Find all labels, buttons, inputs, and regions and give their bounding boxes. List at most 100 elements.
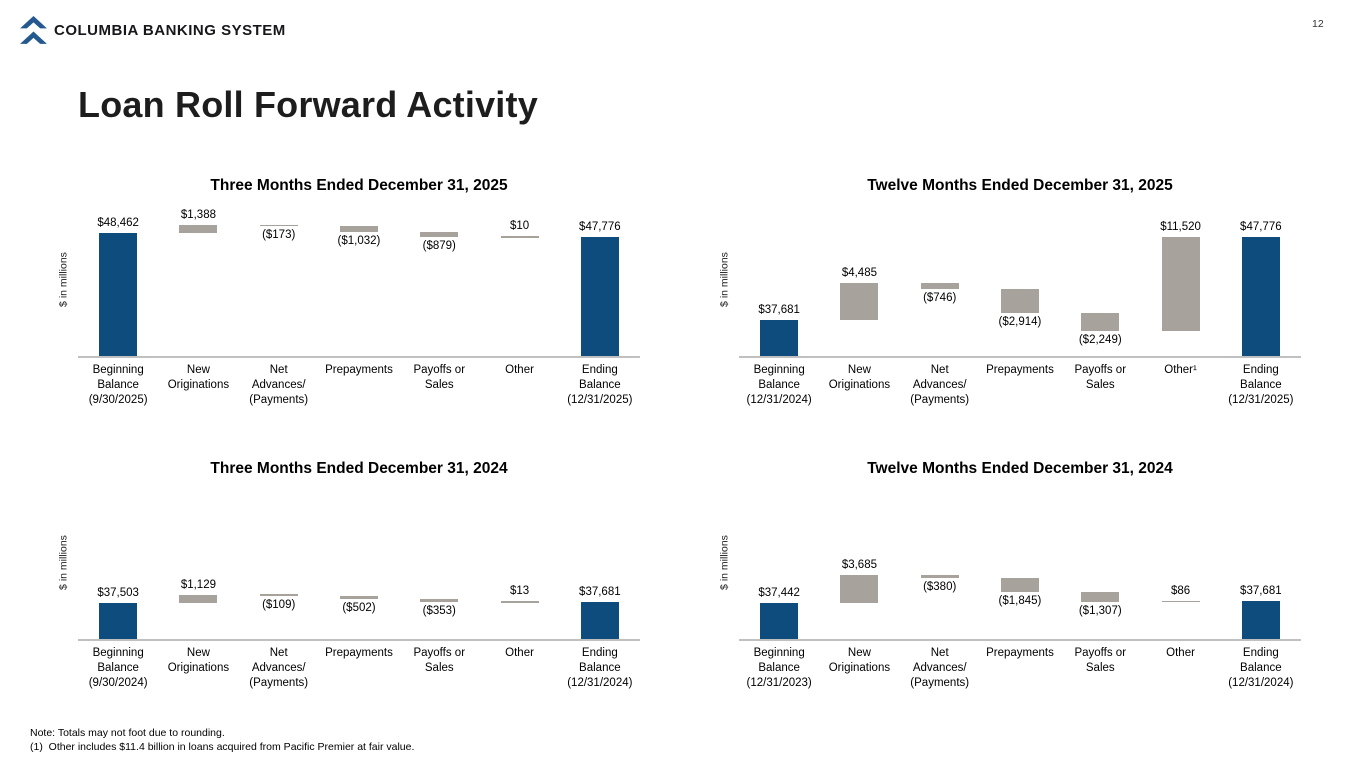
category-label: Ending Balance (12/31/2024) bbox=[1228, 647, 1294, 689]
category-label: Other bbox=[505, 647, 534, 659]
chart-three-months-2025: Three Months Ended December 31, 2025 $ i… bbox=[58, 177, 640, 408]
value-label: $37,681 bbox=[1240, 585, 1282, 598]
category-labels: Beginning Balance (9/30/2025) New Originatio… bbox=[78, 358, 640, 408]
total-bar bbox=[99, 233, 138, 356]
total-bar bbox=[99, 603, 138, 639]
category-label: Beginning Balance (9/30/2025) bbox=[88, 364, 148, 406]
delta-bar bbox=[420, 231, 459, 238]
value-label: ($1,307) bbox=[1078, 604, 1122, 617]
total-bar bbox=[760, 319, 799, 356]
total-bar bbox=[1241, 237, 1280, 356]
delta-bar bbox=[340, 226, 378, 232]
category-label: Other bbox=[1166, 647, 1195, 659]
y-axis-label: $ in millions bbox=[57, 535, 70, 590]
delta-bar bbox=[1081, 591, 1120, 602]
value-label: $37,503 bbox=[97, 587, 139, 599]
value-label: ($746) bbox=[923, 292, 957, 305]
value-label: $13 bbox=[509, 584, 530, 597]
delta-bar bbox=[420, 599, 459, 602]
slide-title: Loan Roll Forward Activity bbox=[78, 84, 538, 125]
value-label: $10 bbox=[509, 220, 530, 233]
brand-name: COLUMBIA BANKING SYSTEM bbox=[54, 22, 286, 39]
delta-bar bbox=[920, 575, 959, 578]
chart-title: Twelve Months Ended December 31, 2025 bbox=[867, 177, 1173, 194]
plot-area: $37,442 $3,685 ($380) ($1,845) ($1,307) $86 $3… bbox=[739, 481, 1301, 639]
y-axis-label: $ in millions bbox=[718, 535, 731, 590]
total-bar bbox=[580, 601, 619, 639]
value-label: ($380) bbox=[923, 580, 957, 593]
columbia-double-chevron-logo-icon bbox=[20, 16, 47, 44]
value-label: $37,442 bbox=[758, 587, 800, 599]
category-label: Payoffs or Sales bbox=[1074, 364, 1127, 391]
plot-area: $37,503 $1,129 ($109) ($502) ($353) $13 $37,68… bbox=[78, 481, 640, 639]
value-label: $47,776 bbox=[579, 220, 621, 233]
delta-bar bbox=[840, 575, 879, 603]
x-axis-line bbox=[739, 356, 1301, 358]
delta-bar bbox=[1161, 237, 1200, 332]
value-label: ($1,845) bbox=[998, 594, 1042, 607]
category-label: Ending Balance (12/31/2025) bbox=[567, 364, 633, 406]
category-label: Prepayments bbox=[986, 647, 1054, 659]
chart-title: Three Months Ended December 31, 2024 bbox=[210, 460, 508, 477]
chart-three-months-2024: Three Months Ended December 31, 2024 $ i… bbox=[58, 460, 640, 691]
category-label: Beginning Balance (12/31/2024) bbox=[746, 364, 812, 406]
category-label: Payoffs or Sales bbox=[413, 364, 466, 391]
x-axis-line bbox=[78, 639, 640, 641]
category-label: Beginning Balance (12/31/2023) bbox=[746, 647, 812, 689]
delta-bar bbox=[1081, 312, 1120, 332]
delta-bar bbox=[1161, 600, 1200, 603]
delta-bar bbox=[259, 224, 298, 227]
category-label: Payoffs or Sales bbox=[1074, 647, 1127, 674]
delta-bar bbox=[179, 595, 218, 603]
category-label: Prepayments bbox=[325, 364, 393, 376]
delta-bar bbox=[500, 600, 539, 603]
y-axis-label: $ in millions bbox=[718, 252, 731, 307]
page-number: 12 bbox=[1312, 18, 1324, 30]
plot-area: $48,462 $1,388 ($173) ($1,032) ($879) $10 $47,… bbox=[78, 198, 640, 356]
delta-bar bbox=[840, 283, 879, 320]
delta-bar bbox=[1001, 577, 1039, 592]
value-label: $86 bbox=[1170, 584, 1191, 597]
value-label: ($879) bbox=[422, 240, 456, 253]
value-label: ($502) bbox=[342, 602, 376, 615]
category-labels: Beginning Balance (12/31/2023) New Originati… bbox=[739, 641, 1301, 691]
delta-bar bbox=[920, 283, 959, 290]
category-label: Net Advances/(Payments) bbox=[910, 647, 970, 689]
category-label: Net Advances/(Payments) bbox=[249, 647, 309, 689]
x-axis-line bbox=[78, 356, 640, 358]
category-label: Other bbox=[505, 364, 534, 376]
value-label: $11,520 bbox=[1160, 221, 1201, 234]
value-label: $1,388 bbox=[180, 208, 216, 221]
value-label: $47,776 bbox=[1240, 221, 1282, 234]
brand: COLUMBIA BANKING SYSTEM bbox=[19, 15, 286, 46]
delta-bar bbox=[340, 595, 378, 600]
delta-bar bbox=[179, 224, 218, 233]
chart-title: Three Months Ended December 31, 2025 bbox=[210, 177, 508, 194]
value-label: ($173) bbox=[262, 229, 296, 242]
category-label: Payoffs or Sales bbox=[413, 647, 466, 674]
delta-bar bbox=[1001, 289, 1039, 313]
category-label: Beginning Balance (9/30/2024) bbox=[88, 647, 148, 689]
value-label: ($353) bbox=[422, 604, 456, 617]
category-label: Prepayments bbox=[986, 364, 1054, 376]
category-label: Ending Balance (12/31/2025) bbox=[1228, 364, 1294, 406]
category-labels: Beginning Balance (9/30/2024) New Originatio… bbox=[78, 641, 640, 691]
category-label: Net Advances/(Payments) bbox=[910, 364, 970, 406]
delta-bar bbox=[259, 594, 298, 597]
value-label: $1,129 bbox=[180, 579, 216, 591]
chart-twelve-months-2025: Twelve Months Ended December 31, 2025 $ … bbox=[719, 177, 1301, 408]
category-label: Net Advances/(Payments) bbox=[249, 364, 309, 406]
value-label: ($2,914) bbox=[998, 315, 1042, 328]
y-axis-label: $ in millions bbox=[57, 252, 70, 307]
category-label: New Originations bbox=[167, 647, 230, 674]
value-label: $3,685 bbox=[841, 559, 877, 572]
value-label: $37,681 bbox=[758, 303, 800, 316]
value-label: ($109) bbox=[262, 599, 296, 612]
total-bar bbox=[580, 236, 619, 356]
chart-twelve-months-2024: Twelve Months Ended December 31, 2024 $ … bbox=[719, 460, 1301, 691]
category-label: New Originations bbox=[828, 647, 891, 674]
x-axis-line bbox=[739, 639, 1301, 641]
category-label: New Originations bbox=[828, 364, 891, 391]
category-labels: Beginning Balance (12/31/2024) New Originati… bbox=[739, 358, 1301, 408]
